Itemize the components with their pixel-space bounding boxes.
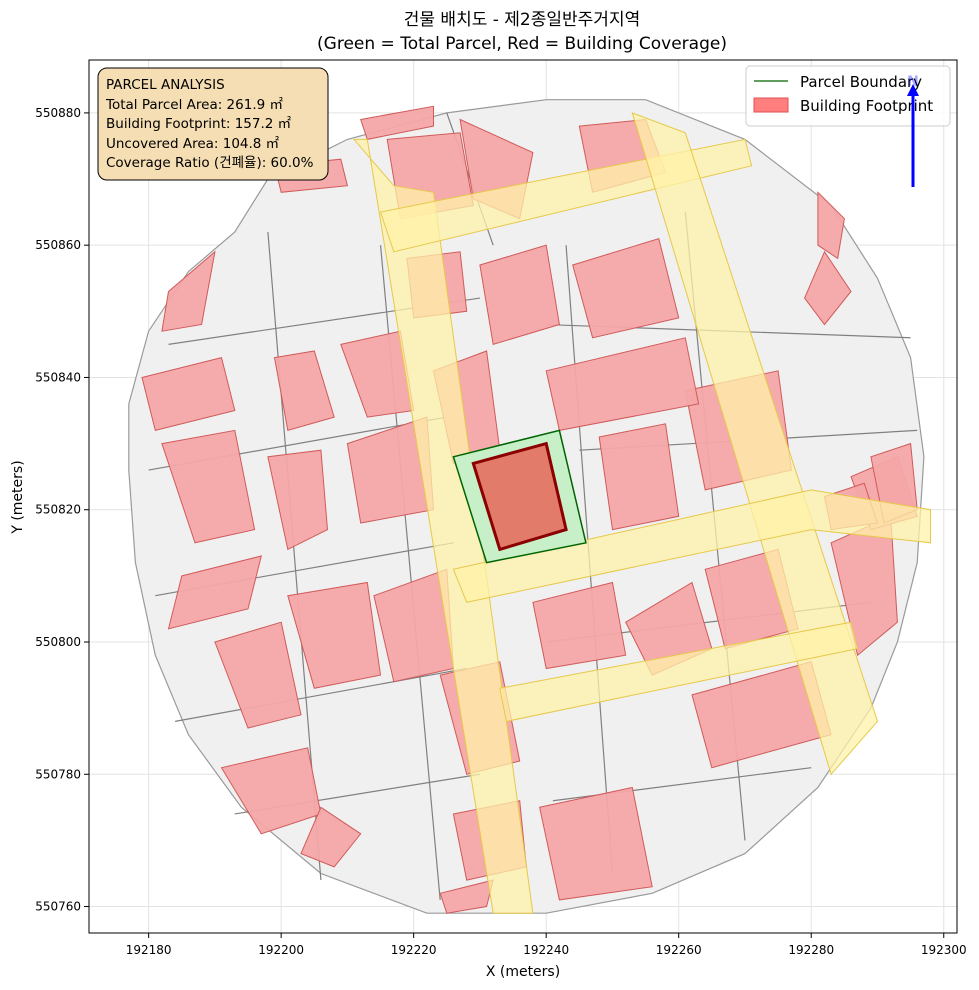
x-axis-label: X (meters) xyxy=(486,964,560,980)
parcel-analysis-box: PARCEL ANALYSIS Total Parcel Area: 261.9… xyxy=(97,67,329,181)
road xyxy=(499,621,859,722)
plot-frame xyxy=(88,59,958,934)
building-footprint xyxy=(167,555,262,630)
annotation-line-1: Total Parcel Area: 261.9 ㎡ xyxy=(105,97,283,113)
road xyxy=(352,138,534,914)
y-tick-label: 550780 xyxy=(35,767,81,781)
building-footprint xyxy=(817,191,845,260)
annotation-line-3: Uncovered Area: 104.8 ㎡ xyxy=(106,136,280,152)
building-footprint xyxy=(532,581,627,670)
axis-ticks: 192180 192200 192220 192240 192260 192280 1923… xyxy=(35,106,966,957)
building-footprint xyxy=(141,356,236,432)
annotation-line-2: Building Footprint: 157.2 ㎡ xyxy=(106,116,292,132)
building-footprint xyxy=(214,621,302,729)
y-tick-label: 550820 xyxy=(35,503,81,517)
y-axis-label: Y (meters) xyxy=(10,460,26,534)
building-footprint xyxy=(539,786,653,901)
building-footprint xyxy=(804,250,852,326)
building-footprint xyxy=(545,337,700,431)
y-tick-label: 550860 xyxy=(35,238,81,252)
building-footprint xyxy=(598,423,680,531)
y-tick-label: 550840 xyxy=(35,370,81,384)
road xyxy=(631,112,879,776)
building-footprint xyxy=(300,806,362,868)
x-tick-label: 192280 xyxy=(788,943,834,957)
x-tick-label: 192300 xyxy=(921,943,967,957)
x-tick-label: 192180 xyxy=(126,943,172,957)
legend: Parcel Boundary Building Footprint xyxy=(745,65,951,127)
north-arrow-head xyxy=(907,84,919,96)
x-tick-label: 192240 xyxy=(523,943,569,957)
building-footprint xyxy=(479,244,560,346)
annotation-line-0: PARCEL ANALYSIS xyxy=(106,77,225,93)
north-label: N xyxy=(907,74,919,90)
building-footprint xyxy=(572,237,680,339)
x-tick-label: 192220 xyxy=(391,943,437,957)
legend-building-footprint-swatch xyxy=(753,97,789,113)
annotation-background xyxy=(97,67,329,181)
plot-area xyxy=(128,99,931,914)
x-tick-label: 192200 xyxy=(258,943,304,957)
legend-frame xyxy=(745,65,951,127)
building-footprint xyxy=(267,449,329,551)
parcel-lot-line xyxy=(175,667,467,722)
building-footprint xyxy=(439,879,494,914)
chart-title: 건물 배치도 - 제2종일반주거지역 xyxy=(404,10,640,30)
chart-subtitle: (Green = Total Parcel, Red = Building Co… xyxy=(317,34,727,54)
building-footprint xyxy=(360,105,434,140)
building-footprint xyxy=(161,429,256,544)
building-footprint xyxy=(287,581,382,689)
annotation-line-4: Coverage Ratio (건폐율): 60.0% xyxy=(106,155,314,171)
target-building-footprint xyxy=(471,441,568,552)
building-footprint xyxy=(273,350,335,432)
building-footprint xyxy=(161,250,216,332)
legend-building-footprint-label: Building Footprint xyxy=(800,97,933,115)
north-arrow: N xyxy=(907,74,919,187)
x-tick-label: 192260 xyxy=(656,943,702,957)
y-tick-label: 550880 xyxy=(35,106,81,120)
road xyxy=(452,489,931,603)
legend-parcel-boundary-label: Parcel Boundary xyxy=(800,73,922,91)
y-tick-label: 550800 xyxy=(35,635,81,649)
y-tick-label: 550760 xyxy=(35,900,81,914)
